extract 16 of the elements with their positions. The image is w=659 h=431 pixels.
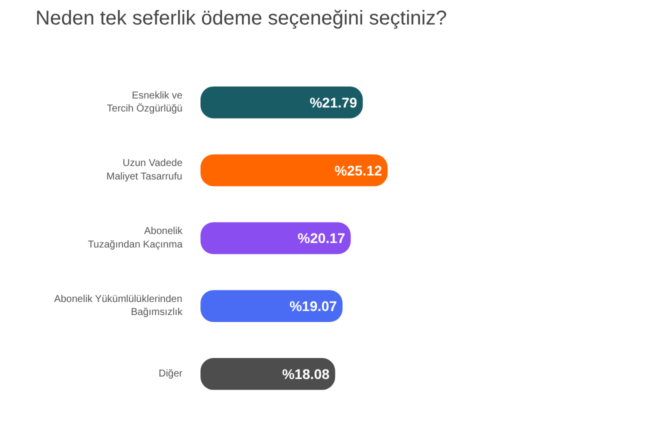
y-tick-label: Abonelik Tuzağından Kaçınma (88, 226, 184, 250)
bar (200, 222, 351, 254)
data-label: %21.79 (310, 94, 358, 110)
data-label: %19.07 (289, 298, 338, 314)
y-tick-label: Esneklik ve Tercih Özgürlüğü (106, 90, 183, 114)
data-label: %20.17 (298, 230, 346, 246)
data-label: %18.08 (282, 366, 330, 382)
data-label: %25.12 (334, 162, 382, 178)
y-tick-label: Uzun Vadede Maliyet Tasarrufu (106, 158, 183, 182)
y-tick-label: Abonelik Yükümlülüklerinden Bağımsızlık (54, 294, 184, 318)
chart-title: Neden tek seferlik ödeme seçeneğini seçtiniz? (36, 8, 447, 30)
y-tick-label: Diğer (158, 368, 184, 380)
bar (200, 86, 363, 118)
bar (200, 358, 336, 390)
bar (200, 154, 388, 186)
bar (200, 290, 343, 322)
